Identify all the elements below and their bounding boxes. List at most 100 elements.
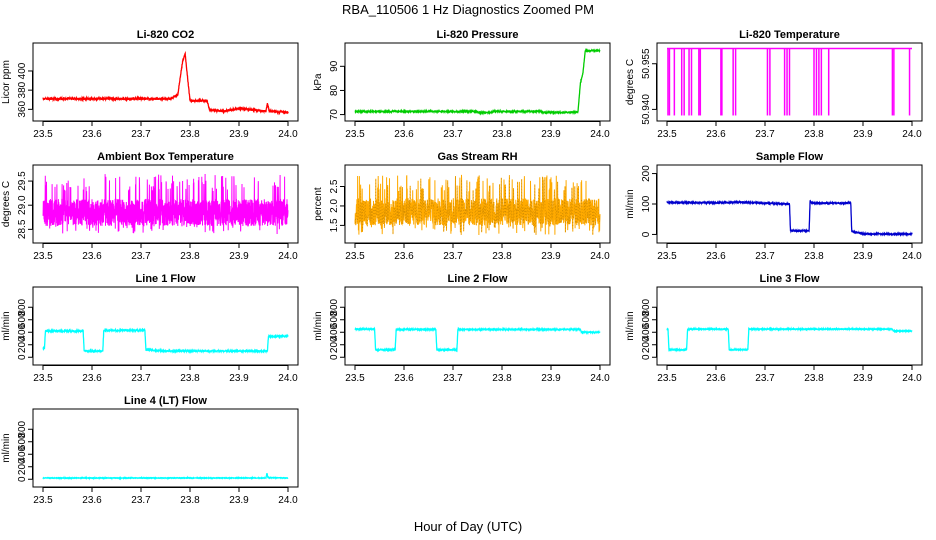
- figure-title: RBA_110506 1 Hz Diagnostics Zoomed PM: [342, 2, 594, 17]
- y-tick-label: 400: [329, 323, 340, 340]
- panel-li-820-co2: Li-820 CO2 23.5 23.6 23.7 23.8 23.9 24.0 360 380…: [1, 29, 299, 140]
- x-tick-label: 23.6: [394, 373, 414, 384]
- x-tick-label: 24.0: [902, 373, 922, 384]
- x-tick-label: 23.5: [345, 129, 365, 140]
- y-axis-label: ml/min: [1, 311, 12, 340]
- y-axis-label: ml/min: [625, 311, 636, 340]
- x-tick-label: 23.8: [180, 373, 200, 384]
- y-tick-label: 200: [17, 336, 28, 353]
- series-line: [354, 47, 601, 116]
- series-ambient-box-temperature: [42, 173, 289, 235]
- x-tick-label: 23.5: [657, 373, 677, 384]
- x-tick-label: 23.9: [229, 129, 249, 140]
- y-axis-label: kPa: [313, 73, 324, 91]
- x-tick-label: 23.6: [82, 495, 102, 506]
- y-axis-label: degrees C: [625, 59, 636, 105]
- x-tick-label: 23.5: [33, 373, 53, 384]
- x-tick-label: 23.8: [804, 129, 824, 140]
- y-tick-label: 2.5: [329, 179, 340, 193]
- panel-title: Li-820 Temperature: [739, 29, 840, 41]
- y-tick-label: 600: [17, 433, 28, 450]
- x-tick-label: 23.9: [541, 251, 561, 262]
- y-tick-label: 90: [329, 60, 340, 72]
- series-line-3-flow: [666, 326, 913, 353]
- x-tick-label: 23.7: [755, 373, 775, 384]
- y-tick-label: 0: [641, 354, 652, 360]
- x-tick-label: 23.7: [131, 495, 151, 506]
- x-tick-label: 23.9: [853, 251, 873, 262]
- y-tick-label: 50.955: [641, 48, 652, 79]
- x-tick-label: 23.6: [706, 251, 726, 262]
- panel-title: Gas Stream RH: [437, 151, 517, 163]
- panels-group: Li-820 CO2 23.5 23.6 23.7 23.8 23.9 24.0 360 380…: [1, 29, 923, 506]
- x-tick-label: 23.6: [82, 129, 102, 140]
- panel-title: Ambient Box Temperature: [97, 151, 234, 163]
- y-axis-label: ml/min: [625, 189, 636, 218]
- y-tick-label: 360: [17, 101, 28, 118]
- x-tick-label: 23.7: [755, 251, 775, 262]
- y-tick-label: 28.5: [17, 219, 28, 239]
- y-axis-label: percent: [313, 187, 324, 221]
- x-tick-label: 23.6: [706, 373, 726, 384]
- x-tick-label: 24.0: [902, 251, 922, 262]
- x-tick-label: 23.9: [541, 129, 561, 140]
- y-tick-label: 80: [329, 84, 340, 96]
- series-line-overlay: [354, 175, 600, 235]
- y-axis-label: ml/min: [313, 311, 324, 340]
- x-tick-label: 23.5: [33, 251, 53, 262]
- series-li-820-temperature: [667, 47, 912, 116]
- series-line: [42, 173, 289, 235]
- y-tick-label: 0: [641, 231, 652, 237]
- x-tick-label: 23.7: [131, 373, 151, 384]
- panel-line-1-flow: Line 1 Flow 23.5 23.6 23.7 23.8 23.9 24.0 02004…: [1, 273, 299, 384]
- y-tick-label: 400: [17, 62, 28, 79]
- series-gas-stream-rh: [354, 174, 601, 236]
- y-tick-label: 800: [329, 298, 340, 315]
- x-tick-label: 23.8: [492, 129, 512, 140]
- x-tick-label: 24.0: [278, 129, 298, 140]
- x-tick-label: 23.6: [82, 373, 102, 384]
- panel-line-3-flow: Line 3 Flow 23.5 23.6 23.7 23.8 23.9 24.0 02004…: [625, 273, 923, 384]
- x-tick-label: 23.5: [657, 251, 677, 262]
- plot-frame: [344, 42, 611, 122]
- plot-frame: [32, 286, 299, 366]
- x-tick-label: 23.7: [443, 251, 463, 262]
- y-tick-label: 600: [641, 311, 652, 328]
- plot-frame: [32, 408, 299, 488]
- y-tick-label: 800: [17, 420, 28, 437]
- y-tick-label: 400: [17, 445, 28, 462]
- y-tick-label: 600: [329, 311, 340, 328]
- x-tick-label: 24.0: [590, 251, 610, 262]
- y-tick-label: 1.5: [329, 218, 340, 232]
- series-li-820-pressure: [354, 47, 601, 116]
- panel-li-820-temperature: Li-820 Temperature 23.5 23.6 23.7 23.8 23.9 24…: [625, 29, 923, 140]
- y-tick-label: 0: [329, 354, 340, 360]
- x-tick-label: 23.8: [804, 251, 824, 262]
- panel-title: Li-820 CO2: [137, 29, 194, 41]
- panel-gas-stream-rh: Gas Stream RH 23.5 23.6 23.7 23.8 23.9 24.0 1.5…: [313, 151, 611, 262]
- panel-sample-flow: Sample Flow 23.5 23.6 23.7 23.8 23.9 24.0 0 100 2…: [625, 151, 923, 262]
- panel-ambient-box-temperature: Ambient Box Temperature 23.5 23.6 23.7 23.8 2…: [1, 151, 299, 262]
- x-tick-label: 23.9: [541, 373, 561, 384]
- series-line: [42, 473, 289, 481]
- x-tick-label: 23.6: [394, 129, 414, 140]
- x-tick-label: 23.8: [180, 495, 200, 506]
- x-tick-label: 24.0: [278, 495, 298, 506]
- y-tick-label: 50.940: [641, 94, 652, 125]
- x-tick-label: 23.8: [492, 251, 512, 262]
- series-li-820-co2: [42, 50, 289, 116]
- x-tick-label: 23.8: [804, 373, 824, 384]
- x-tick-label: 23.9: [229, 495, 249, 506]
- x-tick-label: 23.8: [492, 373, 512, 384]
- x-tick-label: 23.5: [33, 495, 53, 506]
- y-tick-label: 200: [641, 336, 652, 353]
- y-tick-label: 70: [329, 109, 340, 121]
- y-tick-label: 400: [17, 323, 28, 340]
- panel-title: Line 1 Flow: [136, 273, 196, 285]
- panel-li-820-pressure: Li-820 Pressure 23.5 23.6 23.7 23.8 23.9 24.0 7…: [313, 29, 611, 140]
- series-line: [42, 327, 289, 355]
- y-tick-label: 200: [641, 165, 652, 182]
- x-tick-label: 24.0: [902, 129, 922, 140]
- x-tick-label: 23.7: [131, 251, 151, 262]
